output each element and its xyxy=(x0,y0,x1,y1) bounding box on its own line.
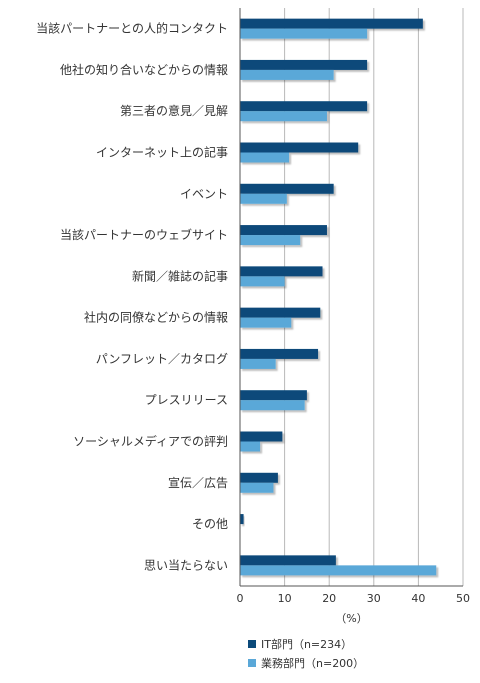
category-label-8: パンフレット／カタログ xyxy=(96,352,228,366)
x-tick-label-20: 20 xyxy=(322,592,336,605)
category-label-12: その他 xyxy=(192,517,228,531)
bar-it-4 xyxy=(240,183,334,194)
x-tick-label-50: 50 xyxy=(456,592,470,605)
category-label-11: 宣伝／広告 xyxy=(168,475,228,490)
category-label-2: 第三者の意見／見解 xyxy=(120,103,228,118)
category-label-4: イベント xyxy=(180,187,228,201)
legend-item-it: IT部門（n=234） xyxy=(248,636,352,652)
bar-business-5 xyxy=(240,235,301,246)
bar-it-5 xyxy=(240,225,327,236)
bar-business-7 xyxy=(240,317,292,328)
bar-it-2 xyxy=(240,101,368,112)
bar-business-3 xyxy=(240,152,290,163)
legend-swatch-business xyxy=(248,659,256,667)
bar-it-0 xyxy=(240,18,423,29)
category-label-7: 社内の同僚などからの情報 xyxy=(84,310,228,325)
bar-it-11 xyxy=(240,472,278,483)
bar-it-9 xyxy=(240,390,307,401)
bar-business-10 xyxy=(240,441,261,452)
bar-business-11 xyxy=(240,482,274,493)
legend-swatch-it xyxy=(248,640,256,648)
category-label-3: インターネット上の記事 xyxy=(96,145,228,160)
category-label-1: 他社の知り合いなどからの情報 xyxy=(60,62,228,77)
category-label-6: 新聞／雑誌の記事 xyxy=(132,268,228,283)
category-label-10: ソーシャルメディアでの評判 xyxy=(73,434,228,449)
bar-business-2 xyxy=(240,111,327,122)
x-tick-label-40: 40 xyxy=(411,592,425,605)
x-tick-label-30: 30 xyxy=(367,592,381,605)
bar-it-12 xyxy=(240,514,244,525)
legend-item-business: 業務部門（n=200） xyxy=(248,655,364,671)
bar-business-4 xyxy=(240,193,287,204)
category-label-0: 当該パートナーとの人的コンタクト xyxy=(36,21,228,36)
bar-business-6 xyxy=(240,276,285,287)
bar-business-13 xyxy=(240,565,437,576)
bar-it-6 xyxy=(240,266,323,277)
x-tick-label-10: 10 xyxy=(278,592,292,605)
bar-it-7 xyxy=(240,307,321,318)
bar-business-0 xyxy=(240,28,368,39)
bar-it-13 xyxy=(240,555,336,566)
bar-business-9 xyxy=(240,400,305,411)
bar-it-10 xyxy=(240,431,283,442)
category-label-5: 当該パートナーのウェブサイト xyxy=(60,227,228,242)
bar-business-8 xyxy=(240,358,276,369)
category-label-13: 思い当たらない xyxy=(144,558,228,572)
x-axis-unit-label: （%） xyxy=(335,612,367,625)
legend-label-it: IT部門（n=234） xyxy=(261,638,353,651)
bar-it-3 xyxy=(240,142,359,153)
bar-it-8 xyxy=(240,348,319,359)
category-label-9: プレスリリース xyxy=(145,393,228,407)
bar-business-1 xyxy=(240,69,334,80)
bar-it-1 xyxy=(240,59,368,70)
x-tick-label-0: 0 xyxy=(237,592,244,605)
legend-label-business: 業務部門（n=200） xyxy=(261,657,365,670)
